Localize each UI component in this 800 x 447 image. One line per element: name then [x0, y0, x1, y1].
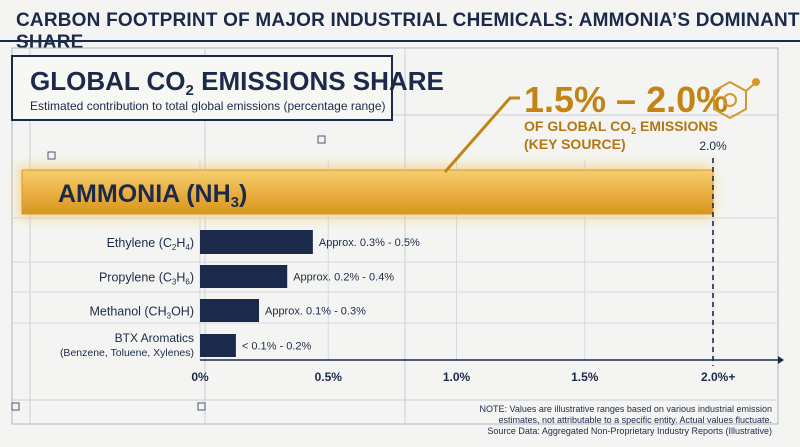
- callout-line2: (KEY SOURCE): [524, 136, 626, 152]
- bar: [200, 334, 236, 357]
- category-label-subscript: 3: [172, 278, 177, 287]
- category-label-mid: H: [176, 271, 185, 285]
- category-label-mid: H: [176, 236, 185, 250]
- category-label-a: Ethylene (C: [107, 236, 172, 250]
- ammonia-bar-label: AMMONIA (NH3): [58, 180, 247, 211]
- callout-line1-a: OF GLOBAL CO: [524, 118, 631, 134]
- title-box-heading: GLOBAL CO2 EMISSIONS SHARE: [30, 66, 444, 99]
- bar-data-label: Approx. 0.3% - 0.5%: [319, 237, 420, 249]
- bar-data-label: Approx. 0.1% - 0.3%: [265, 306, 366, 318]
- ammonia-label-b: ): [239, 180, 247, 208]
- x-ticks: 0% 0.5% 1.0% 1.5% 2.0%+: [191, 370, 735, 384]
- category-label-b: ): [190, 305, 194, 319]
- category-label: Ethylene (C2H4): [107, 236, 194, 252]
- category-label: Propylene (C3H6): [99, 271, 194, 287]
- callout-leader-line: [443, 96, 520, 173]
- category-label-b: ): [190, 236, 194, 250]
- category-label-subscript: 4: [185, 243, 190, 252]
- x-tick-label: 0.5%: [315, 370, 343, 384]
- bar: [200, 265, 288, 288]
- callout-line1-b: EMISSIONS: [636, 118, 718, 134]
- ammonia-bar: [21, 169, 714, 215]
- title-divider: [0, 40, 800, 42]
- bar: [200, 230, 313, 254]
- bar: [200, 299, 259, 322]
- ammonia-bar-group: AMMONIA (NH3): [18, 166, 714, 218]
- molecule-icon: [713, 78, 760, 120]
- callout-line1-subscript: 2: [631, 126, 636, 136]
- ammonia-label-a: AMMONIA (NH: [58, 180, 231, 208]
- category-label: Methanol (CH3OH): [90, 305, 195, 321]
- category-label-a: Propylene (C: [99, 271, 172, 285]
- bars: Approx. 0.3% - 0.5%Ethylene (C2H4)Approx…: [60, 230, 420, 359]
- category-label: BTX Aromatics: [115, 331, 194, 345]
- category-label-subscript: 2: [172, 243, 177, 252]
- heading-subscript: 2: [186, 82, 194, 99]
- x-axis-arrow: [778, 356, 784, 364]
- note-line1: NOTE: Values are illustrative ranges bas…: [480, 404, 772, 414]
- category-label-mid: OH: [171, 305, 190, 319]
- note-line2: estimates, not attributable to a specifi…: [499, 415, 772, 425]
- title-box: [11, 55, 393, 121]
- footnote: NOTE: Values are illustrative ranges bas…: [480, 404, 772, 436]
- category-label-a: Methanol (CH: [90, 305, 167, 319]
- x-tick-label: 2.0%+: [701, 370, 735, 384]
- x-tick-label: 1.5%: [571, 370, 599, 384]
- note-line3: Source Data: Aggregated Non-Proprietary …: [487, 426, 772, 436]
- heading-part-b: EMISSIONS SHARE: [194, 66, 444, 96]
- x-tick-label: 1.0%: [443, 370, 471, 384]
- category-label-line2: (Benzene, Toluene, Xylenes): [60, 347, 194, 359]
- category-label-subscript: 3: [167, 312, 172, 321]
- max-marker-label: 2.0%: [699, 139, 727, 153]
- category-label-b: ): [190, 271, 194, 285]
- category-label-subscript: 6: [185, 278, 190, 287]
- title-box-subtitle: Estimated contribution to total global e…: [30, 99, 386, 113]
- grid-squares: [11, 135, 326, 411]
- bar-data-label: < 0.1% - 0.2%: [242, 341, 312, 353]
- heading-part-a: GLOBAL CO: [30, 66, 186, 96]
- bar-data-label: Approx. 0.2% - 0.4%: [293, 272, 394, 284]
- callout-line1: OF GLOBAL CO2 EMISSIONS: [524, 118, 718, 136]
- callout-headline: 1.5% – 2.0%: [524, 79, 728, 120]
- ammonia-label-subscript: 3: [231, 194, 239, 211]
- x-tick-label: 0%: [191, 370, 209, 384]
